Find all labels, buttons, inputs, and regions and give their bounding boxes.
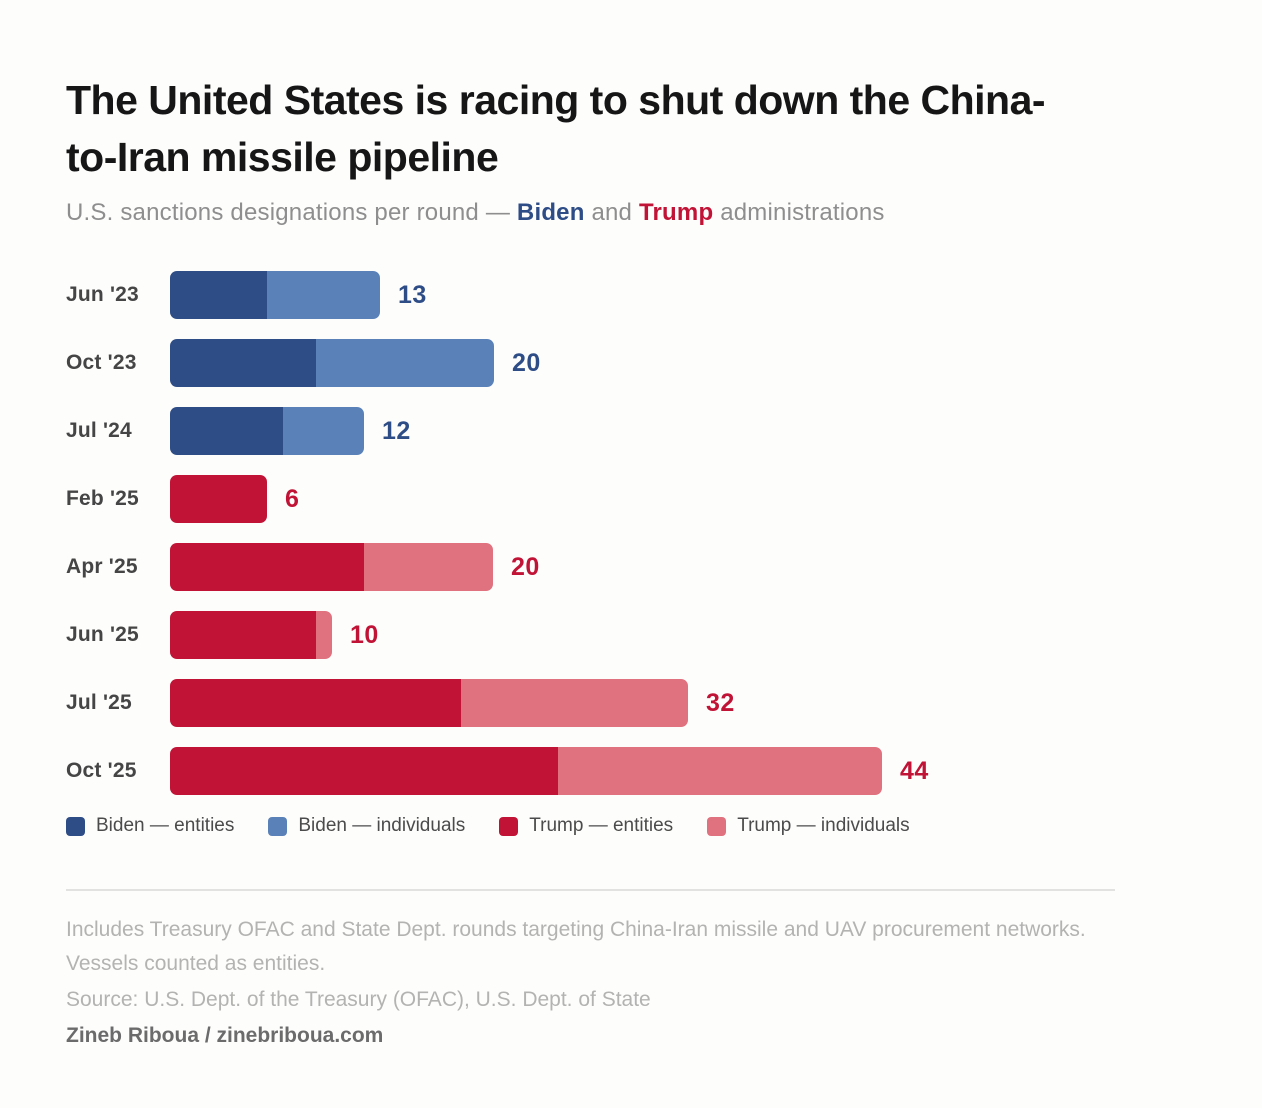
chart-row: Jul '25 32 (66, 679, 1196, 727)
category-label: Jun '25 (66, 623, 139, 646)
page-title: The United States is racing to shut down… (66, 72, 1196, 186)
bar-segment-entities (170, 339, 316, 387)
bar-segment-entities (170, 543, 364, 591)
chart-row: Jun '23 13 (66, 271, 1196, 319)
legend-item-trump-entities: Trump — entities (499, 815, 673, 837)
chart-row: Oct '23 20 (66, 339, 1196, 387)
category-label: Feb '25 (66, 487, 139, 510)
legend-label: Trump — entities (529, 815, 674, 836)
chart-row: Apr '25 20 (66, 543, 1196, 591)
footnote: Includes Treasury OFAC and State Dept. r… (66, 918, 1086, 975)
stacked-bar (170, 679, 688, 727)
legend-label: Biden — entities (96, 815, 235, 836)
category-label: Jul '24 (66, 419, 132, 442)
stacked-bar (170, 407, 364, 455)
stacked-bar (170, 339, 494, 387)
bar-value-label: 20 (512, 348, 541, 377)
bar-segment-individuals (316, 611, 332, 659)
bar-value-label: 12 (382, 416, 411, 445)
bar-segment-entities (170, 407, 283, 455)
bar-value-label: 6 (285, 484, 300, 513)
legend-swatch-icon (66, 816, 85, 836)
legend-item-biden-entities: Biden — entities (66, 815, 234, 837)
source-line: Source: U.S. Dept. of the Treasury (OFAC… (66, 988, 651, 1011)
legend-label: Biden — individuals (298, 815, 466, 836)
bar-segment-entities (170, 747, 558, 795)
category-label: Oct '25 (66, 759, 137, 782)
chart-row: Feb '25 6 (66, 475, 1196, 523)
bar-segment-individuals (267, 271, 380, 319)
category-label: Jul '25 (66, 691, 132, 714)
stacked-bar (170, 611, 332, 659)
stacked-bar (170, 271, 380, 319)
bar-segment-individuals (283, 407, 364, 455)
bar-value-label: 20 (511, 552, 540, 581)
legend-item-biden-individuals: Biden — individuals (268, 815, 465, 837)
legend-swatch-icon (707, 816, 727, 836)
legend-item-trump-individuals: Trump — individuals (707, 815, 910, 837)
bar-value-label: 32 (706, 688, 735, 717)
bar-segment-entities (170, 475, 267, 523)
subtitle-prefix: U.S. sanctions designations per round — (66, 199, 517, 226)
chart-subtitle: U.S. sanctions designations per round — … (66, 199, 1196, 227)
bar-value-label: 13 (398, 280, 427, 309)
bar-value-label: 10 (350, 620, 379, 649)
chart-row: Jun '25 10 (66, 611, 1196, 659)
subtitle-and: and (584, 199, 639, 226)
chart-row: Jul '24 12 (66, 407, 1196, 455)
stacked-bar (170, 747, 882, 795)
subtitle-suffix: administrations (713, 199, 885, 226)
bar-value-label: 44 (900, 756, 929, 785)
category-label: Oct '23 (66, 351, 137, 374)
legend-swatch-icon (268, 816, 288, 836)
chart-legend: Biden — entities Biden — individuals Tru… (66, 815, 1196, 837)
bar-segment-individuals (316, 339, 494, 387)
category-label: Jun '23 (66, 283, 139, 306)
chart-footer: Includes Treasury OFAC and State Dept. r… (66, 913, 1116, 1053)
footer-divider (66, 889, 1115, 891)
subtitle-trump-highlight: Trump (638, 199, 714, 226)
bar-segment-entities (170, 679, 461, 727)
page-title-line2: to-Iran missile pipeline (66, 134, 499, 180)
bar-segment-individuals (461, 679, 688, 727)
category-label: Apr '25 (66, 555, 138, 578)
bar-segment-individuals (364, 543, 493, 591)
legend-swatch-icon (499, 816, 519, 836)
subtitle-biden-highlight: Biden (516, 199, 585, 226)
stacked-bar (170, 543, 493, 591)
chart-row: Oct '25 44 (66, 747, 1196, 795)
stacked-bar-chart: Jun '23 13 Oct '23 20 Jul '24 12 Fe (66, 271, 1196, 795)
stacked-bar (170, 475, 267, 523)
bar-segment-entities (170, 611, 316, 659)
byline: Zineb Riboua / zinebriboua.com (66, 1024, 384, 1047)
page-title-line1: The United States is racing to shut down… (66, 77, 1046, 123)
legend-label: Trump — individuals (737, 815, 910, 836)
bar-segment-individuals (558, 747, 882, 795)
bar-segment-entities (170, 271, 267, 319)
